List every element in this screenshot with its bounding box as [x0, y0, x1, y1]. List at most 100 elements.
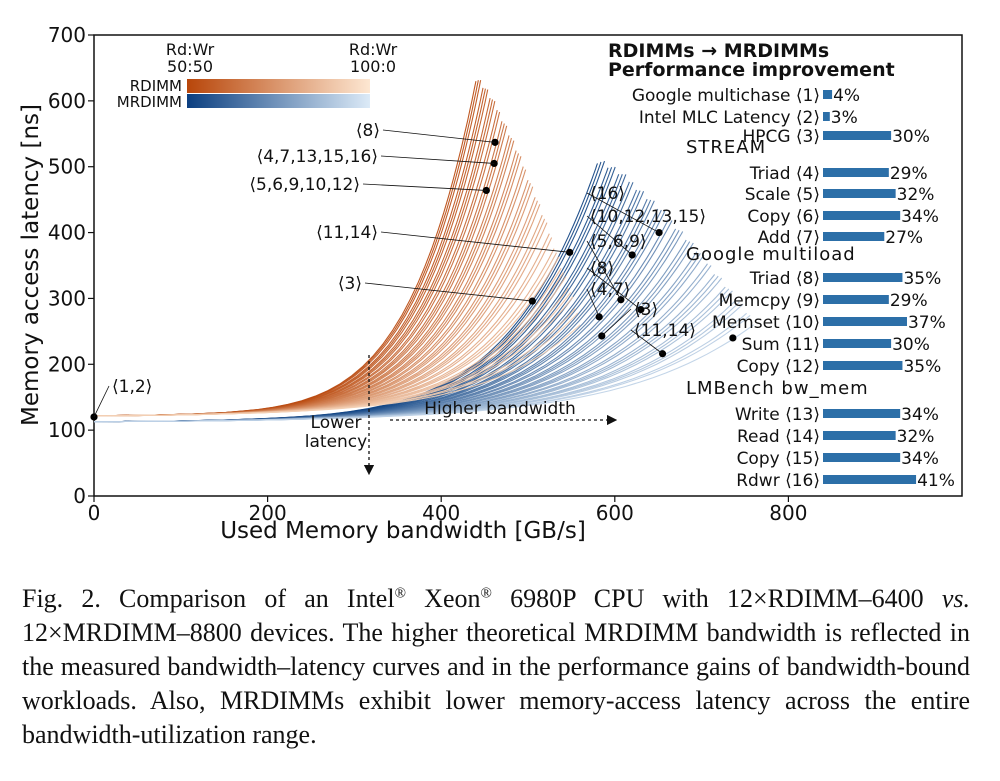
mrdimm-curve: [93, 324, 754, 423]
annotation-label: ⟨5,6,9,10,12⟩: [249, 175, 360, 195]
latency-curves: [93, 80, 754, 423]
annotation-marker: [729, 334, 737, 342]
bar-group-label: STREAM: [686, 137, 766, 158]
improvement-bar: [823, 90, 833, 99]
figure: 0 200 400 600 800 0 100 200 300 400 500 600 700 Used…: [18, 23, 963, 544]
annotation-leader: [601, 308, 632, 337]
caption-part2: 12×MRDIMM–8800 devices. The higher theor…: [22, 618, 970, 749]
y-tick-label: 600: [48, 89, 86, 113]
bar-category-label: Copy ⟨12⟩: [737, 357, 820, 377]
x-tick-label: 800: [769, 501, 807, 525]
bar-value-label: 32%: [897, 427, 935, 447]
bar-value-label: 30%: [892, 127, 930, 147]
annotation-leader: [586, 215, 633, 256]
x-tick-label: 0: [88, 501, 101, 525]
x-tick-label: 600: [596, 501, 634, 525]
annotation-marker: [566, 248, 574, 256]
bar-value-label: 37%: [908, 313, 946, 333]
improvement-bar: [823, 168, 889, 177]
bar-value-label: 30%: [892, 335, 930, 355]
panel-title: RDIMMs → MRDIMMs Performance improvement: [608, 40, 895, 81]
rdimm-curve: [93, 222, 548, 417]
lower-latency-label: Lower latency: [305, 413, 367, 452]
improvement-bar: [823, 131, 892, 140]
axis-ticks: 0 200 400 600 800 0 100 200 300 400 500 600 700: [48, 23, 808, 525]
caption-reg-1: ®: [394, 585, 406, 602]
improvement-bar: [823, 361, 903, 370]
annotation-label: ⟨11,14⟩: [316, 223, 378, 243]
bar-category-label: Add ⟨7⟩: [758, 228, 820, 248]
improvement-bar: [823, 189, 896, 198]
legend-right-label: Rd:Wr 100:0: [349, 40, 398, 76]
bar-value-label: 41%: [917, 471, 955, 491]
caption-part1: 6980P CPU with 12×RDIMM–6400: [491, 584, 942, 613]
legend: Rd:Wr 50:50 Rd:Wr 100:0 RDIMM MRDIMM: [117, 40, 398, 111]
annotation-leader: [586, 192, 660, 233]
bar-category-label: Sum ⟨11⟩: [742, 335, 820, 355]
annotation-label: ⟨11,14⟩: [634, 321, 696, 341]
annotation-leader: [362, 183, 487, 191]
improvement-bar: [823, 475, 917, 484]
mrdimm-legend-gradient: [187, 94, 370, 108]
legend-series-mrdimm: MRDIMM: [117, 93, 182, 111]
improvement-bar: [823, 453, 901, 462]
annotation-label: ⟨3⟩: [338, 274, 362, 294]
bar-value-label: 3%: [831, 108, 858, 128]
rdimm-legend-gradient: [187, 79, 370, 93]
improvement-bar: [823, 273, 903, 282]
bar-value-label: 34%: [901, 405, 939, 425]
bar-category-label: Google multichase ⟨1⟩: [632, 86, 820, 106]
bar-group-label: LMBench bw_mem: [686, 378, 869, 399]
annotation-leader: [382, 129, 496, 143]
improvement-bar: [823, 295, 889, 304]
higher-bandwidth-arrow: Higher bandwidth: [390, 399, 618, 426]
bar-category-label: Memset ⟨10⟩: [712, 313, 820, 333]
annotation-leader: [364, 282, 533, 302]
improvement-bars: STREAM Google multiload LMBench bw_mem Goog…: [632, 86, 955, 491]
annotation-label: ⟨4,7⟩: [590, 280, 630, 300]
legend-left-label: Rd:Wr 50:50: [166, 40, 215, 76]
improvement-bar: [823, 211, 901, 220]
rdimm-curve: [93, 80, 482, 417]
legend-series-rdimm: RDIMM: [130, 77, 182, 95]
bar-value-label: 29%: [890, 291, 928, 311]
bar-category-label: HPCG ⟨3⟩: [742, 127, 820, 147]
caption-reg-2: ®: [480, 585, 492, 602]
bar-value-label: 32%: [897, 185, 935, 205]
annotation-leader: [586, 267, 642, 310]
bar-value-label: 4%: [833, 86, 860, 106]
x-tick-label: 400: [422, 501, 460, 525]
bar-value-label: 29%: [890, 164, 928, 184]
curve-annotations: ⟨1,2⟩ ⟨8⟩ ⟨4,7,13,15,16⟩ ⟨5,6,9,10,12⟩ ⟨11,1…: [90, 121, 737, 421]
annotation-leader: [586, 288, 600, 318]
annotation-label: ⟨4,7,13,15,16⟩: [257, 147, 378, 167]
annotation-label: ⟨8⟩: [590, 259, 614, 279]
annotation-leader: [93, 385, 110, 418]
y-tick-label: 400: [48, 221, 86, 245]
higher-bandwidth-label: Higher bandwidth: [424, 399, 576, 419]
bar-category-label: Triad ⟨4⟩: [749, 164, 820, 184]
annotation-leader: [630, 329, 663, 355]
caption-xeon: Xeon: [405, 584, 481, 613]
plot-frame: [93, 34, 963, 497]
improvement-bar: [823, 112, 830, 121]
bar-category-label: Triad ⟨8⟩: [749, 269, 820, 289]
y-tick-label: 200: [48, 352, 86, 376]
x-tick-label: 200: [249, 501, 287, 525]
bar-category-label: Scale ⟨5⟩: [745, 185, 820, 205]
annotation-label: ⟨1,2⟩: [112, 377, 152, 397]
improvement-bar: [823, 409, 901, 418]
bar-value-label: 35%: [903, 269, 941, 289]
figure-caption: Fig. 2. Comparison of an Intel® Xeon® 69…: [22, 582, 970, 752]
improvement-bar: [823, 317, 907, 326]
lower-latency-arrow: Lower latency: [305, 355, 375, 476]
rdimm-curve: [93, 87, 484, 417]
bar-category-label: Copy ⟨6⟩: [747, 207, 820, 227]
bar-category-label: Read ⟨14⟩: [737, 427, 820, 447]
y-axis-label: Memory access latency [ns]: [18, 104, 44, 426]
bar-value-label: 27%: [885, 228, 923, 248]
annotation-marker: [658, 350, 667, 358]
bar-category-label: Rdwr ⟨16⟩: [736, 471, 820, 491]
improvement-bar: [823, 232, 885, 241]
annotation-label: ⟨16⟩: [590, 184, 625, 204]
